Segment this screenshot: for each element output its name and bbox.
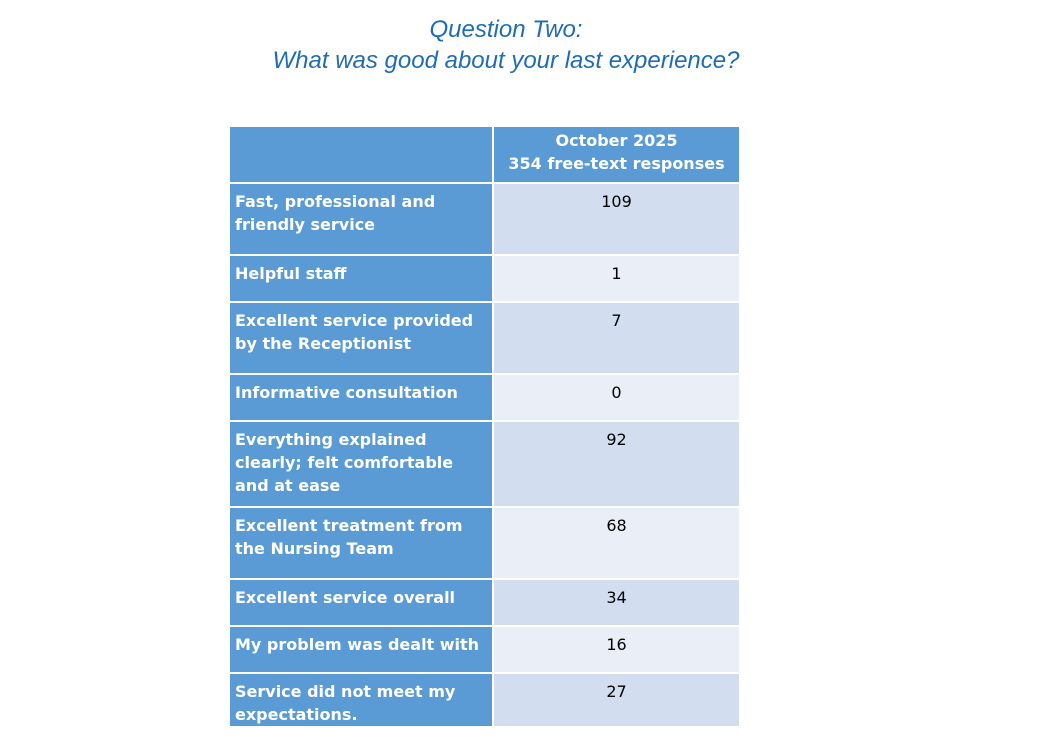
table-row: Fast, professional and friendly service … xyxy=(228,182,741,256)
table-row: My problem was dealt with 16 xyxy=(228,625,741,674)
header-empty-cell xyxy=(228,125,494,184)
row-label: Fast, professional and friendly service xyxy=(228,182,494,256)
row-value: 92 xyxy=(492,420,741,508)
header-responses: 354 free-text responses xyxy=(508,154,725,173)
header-period: October 2025 xyxy=(555,131,678,150)
table-row: Everything explained clearly; felt comfo… xyxy=(228,420,741,508)
row-label: My problem was dealt with xyxy=(228,625,494,674)
row-label: Excellent service overall xyxy=(228,578,494,627)
table-row: Excellent treatment from the Nursing Tea… xyxy=(228,506,741,580)
row-value: 1 xyxy=(492,254,741,303)
row-label: Service did not meet my expectations. xyxy=(228,672,494,728)
row-value: 68 xyxy=(492,506,741,580)
row-label: Excellent service provided by the Recept… xyxy=(228,301,494,375)
table-row: Informative consultation 0 xyxy=(228,373,741,422)
table-row: Excellent service overall 34 xyxy=(228,578,741,627)
title-line-1: Question Two: xyxy=(429,16,583,43)
row-value: 7 xyxy=(492,301,741,375)
row-value: 27 xyxy=(492,672,741,728)
row-value: 0 xyxy=(492,373,741,422)
header-period-cell: October 2025 354 free-text responses xyxy=(492,125,741,184)
row-value: 109 xyxy=(492,182,741,256)
row-value: 16 xyxy=(492,625,741,674)
title-line-2: What was good about your last experience… xyxy=(272,47,740,74)
responses-table: October 2025 354 free-text responses Fas… xyxy=(228,125,741,728)
row-label: Helpful staff xyxy=(228,254,494,303)
row-value: 34 xyxy=(492,578,741,627)
row-label: Everything explained clearly; felt comfo… xyxy=(228,420,494,508)
table-header-row: October 2025 354 free-text responses xyxy=(228,125,741,184)
table-row: Service did not meet my expectations. 27 xyxy=(228,672,741,728)
table-row: Excellent service provided by the Recept… xyxy=(228,301,741,375)
slide-title: Question Two: What was good about your l… xyxy=(0,14,1012,76)
row-label: Informative consultation xyxy=(228,373,494,422)
row-label: Excellent treatment from the Nursing Tea… xyxy=(228,506,494,580)
table-row: Helpful staff 1 xyxy=(228,254,741,303)
